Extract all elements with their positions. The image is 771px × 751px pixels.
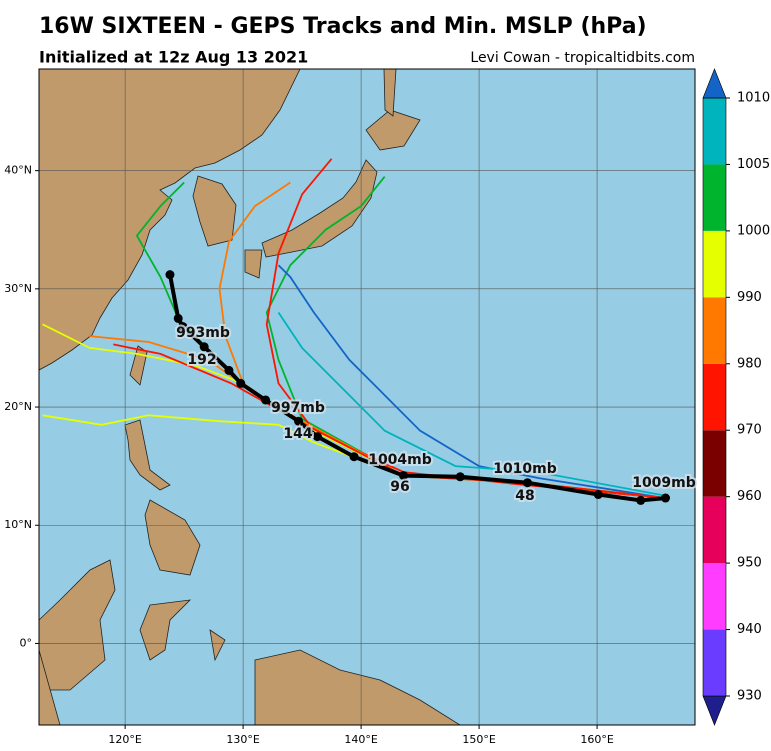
lat-tick-label: 30°N [4, 282, 32, 295]
colorbar-label: 950 [737, 556, 762, 571]
track-annotation: 997mb [271, 400, 325, 416]
colorbar-extend-low [702, 695, 727, 726]
borneo [39, 559, 116, 691]
kyushu [244, 249, 263, 279]
halmahera [209, 629, 226, 662]
mean-track-point [236, 378, 246, 388]
lat-tick-label: 10°N [4, 518, 32, 531]
mean-track-point [312, 432, 322, 442]
colorbar-label: 960 [737, 489, 762, 504]
track-annotation: 48 [515, 488, 534, 504]
colorbar-label: 1000 [737, 223, 770, 238]
colorbar-label: 1005 [737, 157, 770, 172]
colorbar-frame [702, 97, 727, 697]
colorbar-label: 970 [737, 423, 762, 438]
track-annotation: 993mb [176, 325, 230, 341]
colorbar-band [703, 164, 726, 231]
colorbar-label: 940 [737, 622, 762, 637]
mean-track-point [178, 322, 188, 332]
colorbar-band [703, 297, 726, 364]
mean-track-point [661, 493, 671, 503]
sulawesi [139, 599, 192, 661]
lon-tick-label: 120°E [108, 733, 141, 746]
sumatra [39, 649, 61, 725]
track-annotation: 144 [283, 426, 312, 442]
colorbar-label: 990 [737, 290, 762, 305]
credit: Levi Cowan - tropicaltidbits.com [470, 50, 695, 66]
tracks [42, 158, 671, 505]
map-frame [38, 68, 696, 726]
lat-tick-label: 0° [20, 636, 33, 649]
mindanao [144, 499, 201, 576]
colorbar-band [703, 230, 726, 298]
mean-track-point [294, 416, 304, 426]
track-annotation: 96 [390, 479, 409, 495]
colorbar-band [703, 496, 726, 564]
honshu [261, 159, 378, 258]
mean-track-point [593, 490, 603, 500]
colorbar-band [703, 363, 726, 431]
asia-mainland [39, 69, 301, 371]
lon-tick-label: 140°E [344, 733, 377, 746]
colorbar-label: 980 [737, 356, 762, 371]
grid [39, 69, 695, 725]
new-guinea [254, 649, 461, 725]
track-annotation: 1004mb [368, 452, 432, 468]
colorbar-band [703, 629, 726, 696]
colorbar-band [703, 98, 726, 165]
title: 16W SIXTEEN - GEPS Tracks and Min. MSLP … [39, 14, 647, 39]
axis-labels: 120°E 130°E 140°E 150°E 160°E 0° 10°N 20°N 30°N 4… [4, 164, 614, 746]
lat-tick-label: 40°N [4, 164, 32, 177]
mean-track-point [522, 478, 532, 488]
ensemble-track [277, 312, 666, 497]
lon-tick-label: 160°E [580, 733, 613, 746]
colorbar-extend-high [702, 68, 727, 99]
mean-track-point [261, 395, 271, 405]
ensemble-track [277, 264, 666, 499]
track-annotation: 1009mb [632, 475, 696, 491]
mean-track-point [636, 495, 646, 505]
mean-track-point [199, 342, 209, 352]
track-annotation: 192 [187, 352, 216, 368]
mean-track-point [224, 365, 234, 375]
track-annotation: 1010mb [493, 461, 557, 477]
colorbar-label: 1010 [737, 91, 770, 106]
mean-track-point [165, 270, 175, 280]
lat-tick-label: 20°N [4, 400, 32, 413]
lon-tick-label: 130°E [226, 733, 259, 746]
mean-track-point [349, 452, 359, 462]
luzon [124, 419, 171, 491]
colorbar-band [703, 563, 726, 630]
hokkaido [365, 109, 421, 151]
lon-tick-label: 150°E [462, 733, 495, 746]
colorbar-label: 930 [737, 689, 762, 704]
mean-track-point [173, 313, 183, 323]
sakhalin [383, 69, 397, 117]
map [39, 69, 695, 725]
mean-track-point [455, 472, 465, 482]
korea [192, 175, 237, 247]
colorbar: 930 940 950 960 970 980 990 1000 1005 1010 [702, 68, 770, 726]
mean-track [168, 274, 666, 503]
subtitle: Initialized at 12z Aug 13 2021 [39, 48, 308, 67]
mean-track-point [399, 471, 409, 481]
colorbar-band [703, 430, 726, 497]
